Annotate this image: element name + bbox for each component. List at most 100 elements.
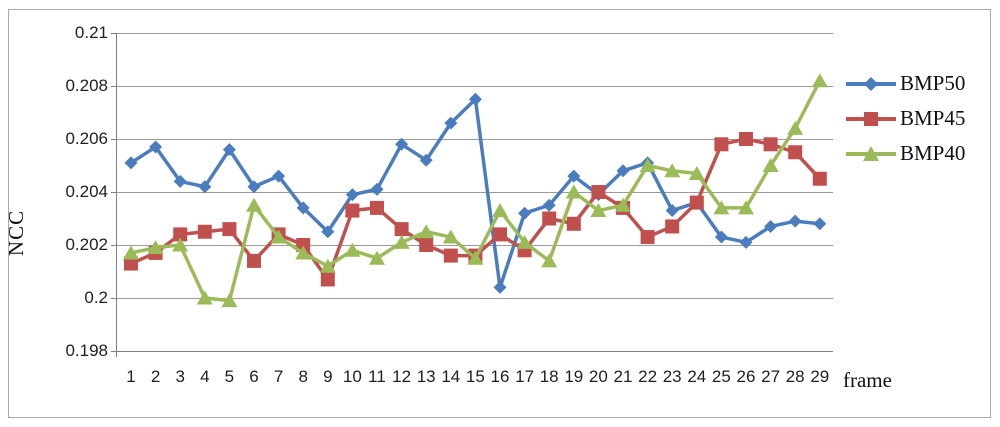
marker-bmp40-13: [418, 224, 435, 239]
marker-bmp40-25: [713, 200, 730, 215]
x-axis-title: frame: [843, 368, 892, 392]
y-tick-label-0.2: 0.2: [84, 288, 108, 307]
marker-bmp50-1: [124, 156, 138, 170]
marker-bmp45-22: [640, 230, 655, 245]
marker-bmp40-21: [615, 197, 631, 212]
x-tick-label-5: 5: [224, 367, 235, 386]
marker-bmp40-7: [270, 229, 287, 244]
legend-label: BMP50: [900, 71, 966, 95]
marker-bmp45-6: [247, 253, 261, 268]
marker-bmp40-24: [688, 165, 705, 180]
marker-bmp45-26: [739, 132, 753, 146]
marker-bmp50-4: [198, 180, 212, 194]
marker-bmp50-6: [247, 180, 261, 194]
y-tick-label-0.204: 0.204: [65, 182, 108, 201]
x-tick-label-8: 8: [298, 367, 308, 386]
marker-bmp40-23: [664, 163, 681, 178]
marker-bmp45-1: [124, 256, 138, 271]
x-tick-label-21: 21: [613, 367, 633, 386]
marker-bmp50-5: [222, 143, 236, 157]
marker-bmp45-19: [566, 216, 581, 231]
triangle-legend-marker-icon: [846, 145, 896, 161]
marker-bmp45-9: [320, 272, 335, 287]
y-tick-label-0.202: 0.202: [65, 235, 108, 254]
square-legend-marker-icon: [846, 111, 896, 126]
marker-bmp45-12: [394, 222, 409, 237]
marker-bmp40-16: [492, 203, 508, 218]
marker-bmp40-1: [123, 245, 139, 260]
x-tick-label-28: 28: [785, 367, 805, 386]
marker-bmp50-17: [518, 206, 532, 220]
marker-bmp45-13: [419, 238, 434, 252]
marker-bmp40-26: [738, 200, 754, 215]
legend-item-bmp45: BMP45: [845, 101, 965, 136]
marker-bmp40-19: [565, 184, 582, 199]
x-tick-label-16: 16: [490, 367, 510, 386]
marker-bmp40-10: [344, 242, 361, 257]
marker-bmp50-12: [395, 137, 409, 151]
marker-bmp45-11: [370, 200, 384, 215]
marker-bmp50-25: [714, 230, 728, 244]
marker-bmp45-23: [665, 219, 680, 234]
marker-bmp50-7: [272, 169, 286, 183]
x-tick-label-15: 15: [465, 367, 485, 386]
diamond-legend-marker-icon: [846, 76, 896, 91]
y-axis-title: NCC: [4, 209, 28, 257]
marker-bmp40-29: [811, 73, 828, 88]
x-tick-label-1: 1: [126, 367, 136, 386]
x-tick-label-23: 23: [662, 367, 682, 386]
y-tick-label-0.206: 0.206: [65, 129, 108, 148]
legend-label: BMP40: [900, 141, 966, 165]
marker-bmp50-2: [149, 140, 163, 154]
marker-bmp50-15: [468, 92, 482, 106]
marker-bmp45-29: [812, 171, 827, 186]
marker-bmp40-2: [147, 240, 164, 255]
legend-item-bmp40: BMP40: [845, 136, 965, 171]
marker-bmp50-16: [493, 280, 507, 294]
marker-bmp50-26: [739, 235, 753, 249]
x-tick-label-13: 13: [416, 367, 436, 386]
x-tick-label-27: 27: [761, 367, 781, 386]
y-tick-label-0.198: 0.198: [65, 341, 108, 360]
marker-bmp45-18: [542, 211, 557, 226]
marker-bmp40-15: [467, 250, 484, 265]
x-tick-label-19: 19: [564, 367, 584, 386]
marker-bmp50-14: [444, 116, 458, 130]
marker-bmp50-8: [296, 201, 310, 215]
marker-bmp45-25: [714, 137, 729, 152]
y-tick-label-0.21: 0.21: [74, 23, 108, 42]
marker-bmp50-28: [788, 214, 802, 228]
x-tick-label-22: 22: [638, 367, 658, 386]
y-tick-label-0.208: 0.208: [65, 76, 108, 95]
x-tick-label-26: 26: [736, 367, 756, 386]
marker-bmp45-3: [173, 227, 188, 242]
x-tick-label-20: 20: [588, 367, 608, 386]
image-border: [8, 9, 991, 418]
legend: BMP50 BMP45 BMP40: [845, 66, 965, 171]
x-tick-label-29: 29: [810, 367, 830, 386]
marker-bmp45-20: [591, 185, 606, 199]
marker-bmp50-19: [567, 169, 581, 183]
marker-bmp40-18: [541, 253, 558, 268]
marker-bmp40-5: [221, 293, 238, 308]
marker-bmp50-29: [813, 217, 827, 231]
marker-bmp50-18: [542, 198, 556, 212]
marker-bmp50-13: [419, 153, 433, 167]
x-tick-label-17: 17: [515, 367, 535, 386]
marker-bmp45-24: [689, 195, 704, 210]
marker-bmp50-11: [370, 182, 384, 196]
x-tick-label-9: 9: [323, 367, 333, 386]
x-tick-label-3: 3: [175, 367, 185, 386]
marker-bmp40-12: [393, 234, 410, 249]
x-tick-label-10: 10: [342, 367, 362, 386]
x-tick-label-7: 7: [273, 367, 284, 386]
legend-item-bmp50: BMP50: [845, 66, 965, 101]
marker-bmp40-20: [590, 203, 607, 218]
series-line-bmp40: [129, 78, 822, 303]
x-tick-label-18: 18: [539, 367, 559, 386]
marker-bmp50-10: [345, 188, 359, 202]
marker-bmp45-14: [443, 248, 458, 263]
marker-bmp40-8: [295, 245, 312, 260]
marker-bmp50-3: [173, 174, 187, 188]
